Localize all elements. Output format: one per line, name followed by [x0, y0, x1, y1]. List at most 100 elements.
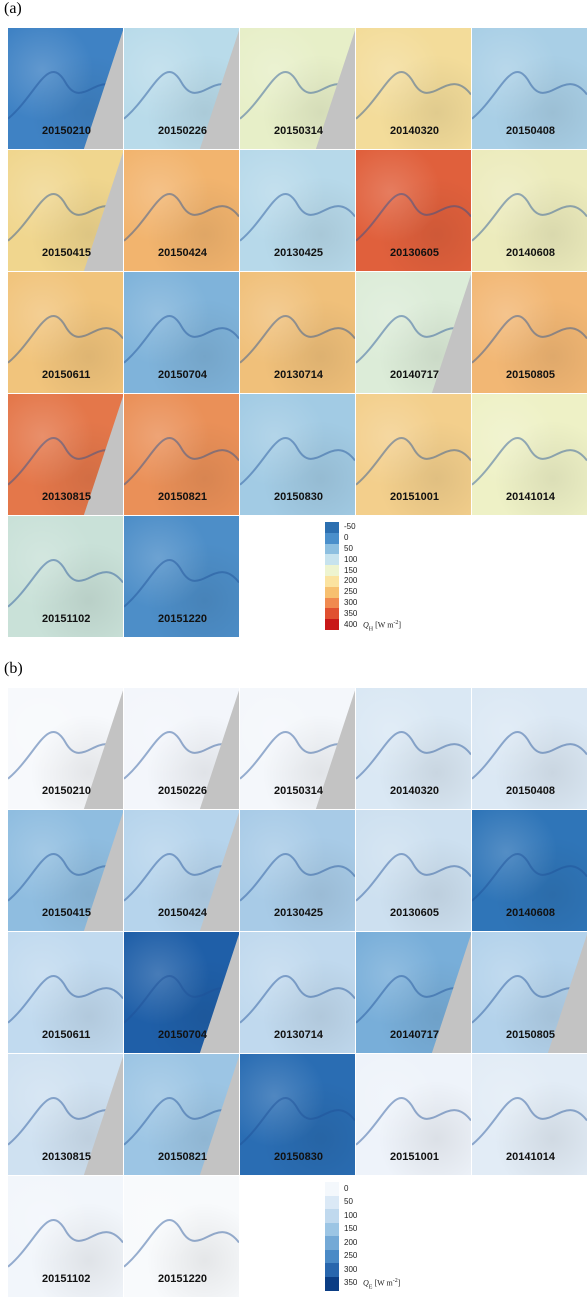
map-tile: 20150821 [124, 394, 239, 515]
no-data-area [83, 30, 123, 149]
no-data-area [315, 690, 355, 809]
map-tile: 20140717 [356, 932, 471, 1053]
tile-art [8, 1056, 123, 1175]
tile-art [356, 193, 471, 242]
colorbar-tick-label: 200 [344, 576, 358, 586]
tile-date: 20150805 [506, 369, 555, 381]
no-data-area [199, 934, 239, 1053]
tile-art [240, 975, 355, 1024]
tile-art [8, 559, 123, 608]
panel-label: (a) [4, 0, 22, 17]
colorbar-tick-label: 300 [344, 598, 358, 607]
colorbar-tick-label: 250 [344, 587, 358, 597]
map-tile: 20140608 [472, 810, 587, 931]
river [124, 853, 239, 902]
tile-art [124, 934, 239, 1053]
tile-date: 20150408 [506, 785, 555, 797]
tile-date: 20130605 [390, 907, 439, 919]
tile-date: 20140320 [390, 125, 439, 137]
map-tile: 20150314 [240, 688, 355, 809]
map-tile: 20150210 [8, 28, 123, 149]
colorbar-segment [325, 1263, 339, 1277]
tile-art [356, 71, 471, 120]
tile-date: 20150424 [158, 907, 207, 919]
river [356, 71, 471, 120]
colorbar-segment [325, 543, 339, 555]
tile-date: 20150704 [158, 369, 207, 381]
map-tile: 20150424 [124, 150, 239, 271]
tile-date: 20130425 [274, 907, 323, 919]
tile-art [472, 934, 587, 1053]
map-tile: 20150805 [472, 272, 587, 393]
river [124, 193, 239, 242]
colorbar-segment [325, 608, 339, 620]
river [240, 1097, 355, 1146]
colorbar-tick-label: 0 [344, 533, 349, 543]
colorbar-tick-label: 250 [344, 1251, 358, 1261]
river [240, 193, 355, 242]
map-tile: 20151102 [8, 1176, 123, 1297]
tile-date: 20130815 [42, 1151, 91, 1163]
tile-art [472, 437, 587, 486]
river [356, 731, 471, 780]
tile-art [472, 315, 587, 364]
map-tile: 20130605 [356, 150, 471, 271]
river [240, 975, 355, 1024]
tile-date: 20140608 [506, 247, 555, 259]
map-tile: 20151102 [8, 516, 123, 637]
tile-date: 20130714 [274, 1029, 323, 1041]
tile-art [240, 437, 355, 486]
tile-art [8, 315, 123, 364]
colorbar-segment [325, 1182, 339, 1196]
colorbar-tick-label: 400 [344, 619, 358, 629]
tile-art [124, 1219, 239, 1268]
river [240, 315, 355, 364]
tile-date: 20150611 [42, 369, 91, 381]
symbol-subscript: E [368, 1284, 373, 1291]
tile-date: 20150805 [506, 1029, 555, 1041]
river [356, 437, 471, 486]
colorbar-label: QH [W m-2] [363, 620, 401, 632]
colorbar-tick-label: 100 [344, 554, 358, 564]
no-data-area [431, 274, 471, 393]
tile-art [8, 396, 123, 515]
tile-date: 20140717 [390, 1029, 439, 1041]
tile-date: 20141014 [506, 1151, 555, 1163]
no-data-area [199, 30, 239, 149]
river [8, 315, 123, 364]
symbol-subscript: H [368, 625, 374, 632]
tile-art [124, 30, 239, 149]
river [8, 975, 123, 1024]
unit-close: ] [397, 1278, 401, 1288]
tile-date: 20150210 [42, 125, 91, 137]
no-data-area [83, 152, 123, 271]
tile-art [8, 30, 123, 149]
tile-art [356, 1097, 471, 1146]
river [472, 1097, 587, 1146]
map-tile: 20150805 [472, 932, 587, 1053]
river [124, 71, 239, 120]
tile-date: 20150314 [274, 785, 323, 797]
colorbar-segment [325, 1195, 339, 1210]
tile-art [124, 315, 239, 364]
tile-art [472, 193, 587, 242]
tile-date: 20150704 [158, 1029, 207, 1041]
tile-art [356, 853, 471, 902]
map-tile: 20130714 [240, 932, 355, 1053]
map-tile: 20150830 [240, 1054, 355, 1175]
river [124, 975, 239, 1024]
tile-art [356, 731, 471, 780]
river [240, 853, 355, 902]
tile-art [8, 152, 123, 271]
no-data-area [199, 690, 239, 809]
colorbar-segment [325, 1222, 339, 1237]
tile-art [124, 559, 239, 608]
colorbar-label: QE [W m-2] [363, 1278, 400, 1290]
map-tile: 20150704 [124, 932, 239, 1053]
colorbar-tick-label: 100 [344, 1210, 358, 1220]
map-tile: 20151220 [124, 1176, 239, 1297]
map-tile: 20150821 [124, 1054, 239, 1175]
tile-art [240, 315, 355, 364]
colorbar-segment [325, 554, 339, 566]
colorbar-tick-label: 0 [344, 1183, 349, 1193]
